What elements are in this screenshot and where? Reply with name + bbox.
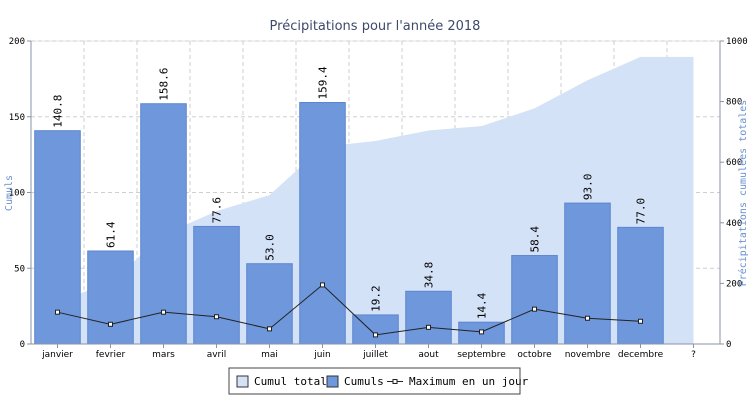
y-left-tick-label: 100 [9, 189, 25, 199]
legend-swatch-cumul-total [236, 375, 249, 388]
max-day-marker [267, 326, 272, 332]
x-tick-label: novembre [565, 350, 611, 360]
bar-layer: 140.8 61.4 158.6 77.6 53.0 159.4 19.2 34.8 14.4 5… [34, 66, 664, 345]
y-right-tick-label: 400 [726, 219, 742, 229]
y-axis-right-label: Précipitations cumulées totales [737, 100, 749, 287]
y-right-tick-label: 800 [726, 98, 742, 108]
bar-novembre [564, 202, 611, 345]
legend-label-max-day: Maximum en un jour [409, 375, 529, 388]
chart-title: Précipitations pour l'année 2018 [270, 19, 481, 34]
y-right-tick-label: 0 [726, 340, 731, 350]
max-day-marker [479, 329, 484, 335]
max-day-marker [426, 324, 431, 330]
y-axis-left-label: Cumuls [4, 175, 15, 211]
x-tick-label: janvier [41, 350, 73, 360]
y-right-tick-label: 600 [726, 158, 742, 168]
legend-swatch-cumuls [326, 375, 339, 388]
max-day-marker [638, 318, 643, 324]
legend: Cumul total Cumuls Maximum en un jour [228, 367, 529, 395]
max-day-marker [214, 314, 219, 320]
bar-value-label: 77.0 [635, 198, 648, 225]
bar-value-label: 19.2 [370, 285, 383, 312]
bar-mai [246, 263, 293, 345]
x-tick-label: decembre [618, 350, 664, 360]
bar-value-label: 159.4 [317, 66, 330, 99]
bar-mars [140, 103, 187, 345]
bar-value-label: 140.8 [52, 95, 65, 128]
y-left-tick-label: 50 [14, 264, 25, 274]
y-left-tick-label: 150 [9, 113, 25, 123]
x-tick-label: avril [207, 350, 227, 360]
x-tick-label: fevrier [96, 350, 126, 360]
max-day-marker [161, 309, 166, 315]
legend-label-cumul-total: Cumul total [254, 375, 327, 388]
bar-value-label: 53.0 [264, 234, 277, 261]
bar-juillet [352, 314, 399, 345]
x-tick-label: juin [313, 350, 330, 360]
x-tick-label: octobre [517, 350, 552, 360]
legend-label-cumuls: Cumuls [344, 375, 384, 388]
bar-value-label: 77.6 [211, 197, 224, 224]
bar-value-label: 93.0 [582, 174, 595, 201]
max-day-marker [108, 321, 113, 327]
x-tick-label: septembre [457, 350, 506, 360]
legend-box [228, 367, 521, 395]
x-tick-label: aout [418, 350, 439, 360]
max-day-marker [532, 306, 537, 312]
max-day-marker [585, 315, 590, 321]
bar-value-label: 158.6 [158, 68, 171, 101]
bar-value-label: 34.8 [423, 262, 436, 289]
bar-value-label: 58.4 [529, 226, 542, 253]
max-day-marker [320, 282, 325, 288]
y-left-tick-label: 0 [20, 340, 25, 350]
x-tick-label: juillet [362, 350, 388, 360]
bar-aout [405, 290, 452, 345]
max-day-marker [55, 309, 60, 315]
daily-max-line-layer [55, 282, 643, 338]
bar-fevrier [87, 250, 134, 345]
x-tick-label: ? [691, 350, 696, 360]
bar-value-label: 61.4 [105, 221, 118, 248]
bar-value-label: 14.4 [476, 292, 489, 319]
x-tick-label: mai [261, 350, 278, 360]
y-right-tick-label: 1000 [726, 37, 748, 47]
axis-layer: 0 50 100 150 200 0 200 400 600 800 1000 janvier fevr… [9, 37, 748, 360]
bar-octobre [511, 255, 558, 345]
max-day-line [57, 284, 641, 336]
legend-swatch-max-marker [392, 379, 398, 384]
y-left-tick-label: 200 [9, 37, 25, 47]
bar-decembre [617, 226, 664, 345]
x-tick-label: mars [152, 350, 175, 360]
max-day-marker [373, 332, 378, 338]
y-right-tick-label: 200 [726, 279, 742, 289]
bar-juin [299, 102, 346, 345]
bar-avril [193, 225, 240, 345]
